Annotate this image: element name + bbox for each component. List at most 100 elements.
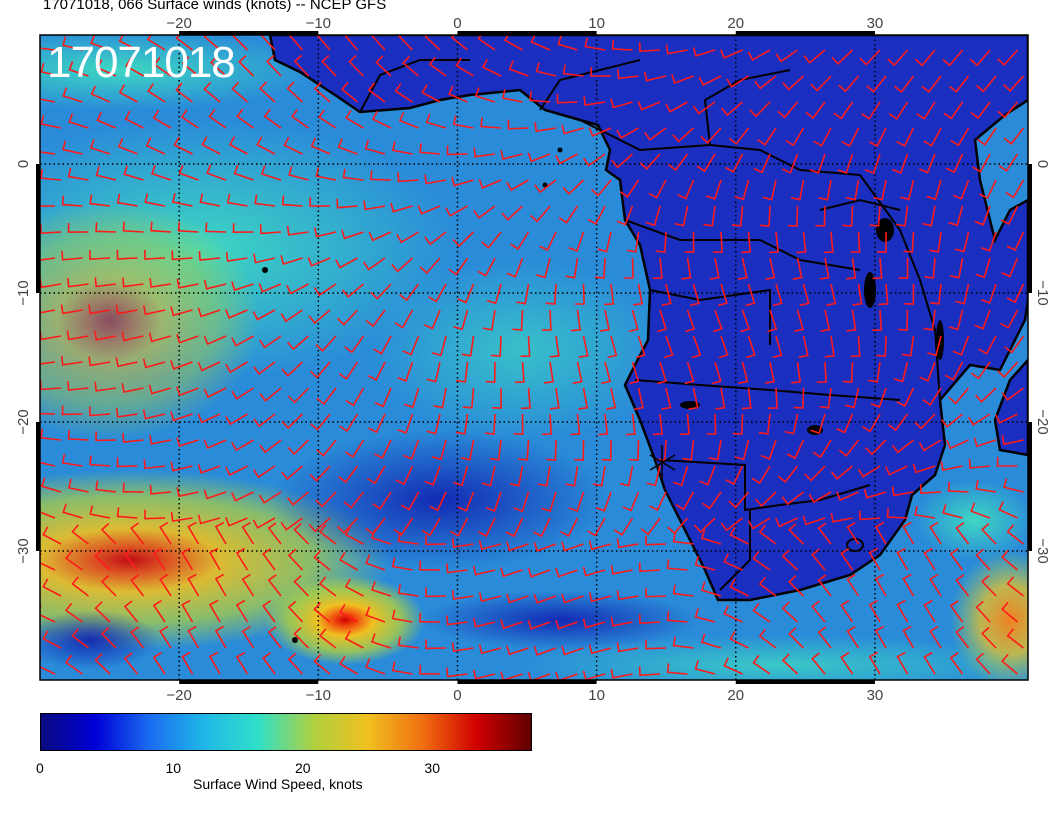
wind-barb — [758, 628, 777, 649]
wind-barb — [611, 39, 633, 51]
colorbar-tick-label: 10 — [165, 760, 182, 776]
wind-barb — [765, 257, 776, 280]
wind-barb — [364, 139, 386, 155]
wind-barb — [752, 602, 771, 623]
wind-barb — [66, 277, 89, 288]
wind-barb — [339, 413, 359, 433]
wind-barb — [293, 627, 310, 649]
wind-barb — [391, 661, 413, 675]
wind-barb — [859, 49, 881, 66]
wind-barb — [397, 172, 419, 183]
wind-barb — [747, 49, 771, 62]
wind-barb — [197, 514, 221, 525]
wind-barb — [159, 521, 172, 545]
wind-barb — [419, 612, 441, 623]
wind-barb — [533, 542, 557, 552]
wind-barb — [62, 36, 83, 51]
wind-barb — [231, 491, 254, 502]
wind-barb — [645, 205, 661, 227]
wind-barb — [865, 439, 887, 456]
wind-barb — [203, 81, 221, 103]
wind-barb — [149, 434, 172, 445]
wind-barb — [754, 491, 777, 507]
wind-barb — [286, 81, 304, 103]
wind-barb — [607, 335, 618, 359]
wind-barb — [208, 547, 221, 571]
wind-barb — [777, 101, 799, 119]
wind-barb — [613, 517, 634, 537]
lon-tick-label: 0 — [453, 687, 461, 700]
wind-barb — [896, 599, 909, 623]
wind-barb — [868, 361, 881, 383]
wind-barb — [696, 153, 716, 173]
wind-barb — [446, 615, 468, 626]
wind-barb — [753, 153, 771, 174]
wind-barb — [818, 179, 832, 201]
wind-barb — [149, 484, 172, 495]
wind-barb — [481, 231, 502, 249]
wind-speed-field — [520, 635, 1028, 680]
wind-barb — [315, 167, 337, 181]
wind-barb — [460, 439, 475, 461]
wind-barb — [952, 335, 970, 356]
wind-barb — [344, 439, 365, 459]
wind-barb — [700, 633, 722, 649]
wind-barb — [1006, 524, 1024, 545]
wind-barb — [819, 257, 830, 280]
wind-barb — [253, 413, 276, 428]
wind-barb — [64, 602, 83, 623]
wind-barb — [874, 521, 887, 545]
wind-barb — [40, 169, 62, 181]
wind-barb — [723, 657, 743, 675]
wind-barb — [365, 554, 386, 571]
wind-barb — [262, 652, 276, 675]
wind-barb — [542, 413, 553, 436]
wind-barb — [666, 611, 688, 623]
wind-barb — [89, 139, 111, 155]
wind-barb — [672, 532, 694, 545]
wind-barb — [506, 593, 529, 604]
wind-barb — [428, 56, 447, 77]
wind-barb — [782, 75, 805, 91]
wind-barb — [318, 524, 337, 545]
wind-barb — [40, 657, 56, 675]
wind-barb — [370, 633, 392, 649]
wind-barb — [115, 357, 138, 368]
wind-barb — [233, 164, 254, 181]
lon-tick-label: 30 — [867, 687, 884, 700]
wind-barb — [970, 101, 991, 120]
wind-barb — [501, 89, 523, 103]
wind-barb — [394, 83, 413, 103]
wind-barb — [777, 465, 799, 484]
wind-barb — [793, 387, 805, 409]
wind-barb — [399, 283, 420, 302]
wind-barb — [71, 628, 89, 649]
wind-barb — [313, 283, 337, 297]
wind-barb — [235, 651, 249, 675]
wind-barb — [582, 618, 606, 629]
wind-barb — [123, 652, 139, 675]
wind-barb — [549, 387, 560, 410]
wind-barb — [287, 439, 310, 456]
wind-barb — [635, 335, 646, 359]
wind-barb — [948, 205, 964, 227]
wind-barb — [947, 481, 969, 493]
wind-barb — [700, 581, 722, 597]
wind-barb — [457, 283, 475, 304]
wind-barb — [713, 231, 723, 253]
wind-barb — [811, 652, 826, 675]
wind-barb — [208, 108, 227, 129]
wind-barb — [115, 407, 138, 418]
wind-speed-field — [40, 35, 320, 110]
wind-barb — [950, 257, 964, 279]
wind-barb — [617, 69, 639, 80]
wind-barb — [61, 195, 83, 207]
wind-barb — [61, 453, 83, 467]
wind-barb — [225, 413, 248, 426]
wind-barb — [781, 653, 799, 675]
wind-barb — [775, 517, 798, 528]
wind-barb — [176, 386, 199, 397]
wind-barb — [197, 361, 221, 372]
wind-barb — [96, 111, 117, 129]
wind-barb — [90, 35, 111, 51]
